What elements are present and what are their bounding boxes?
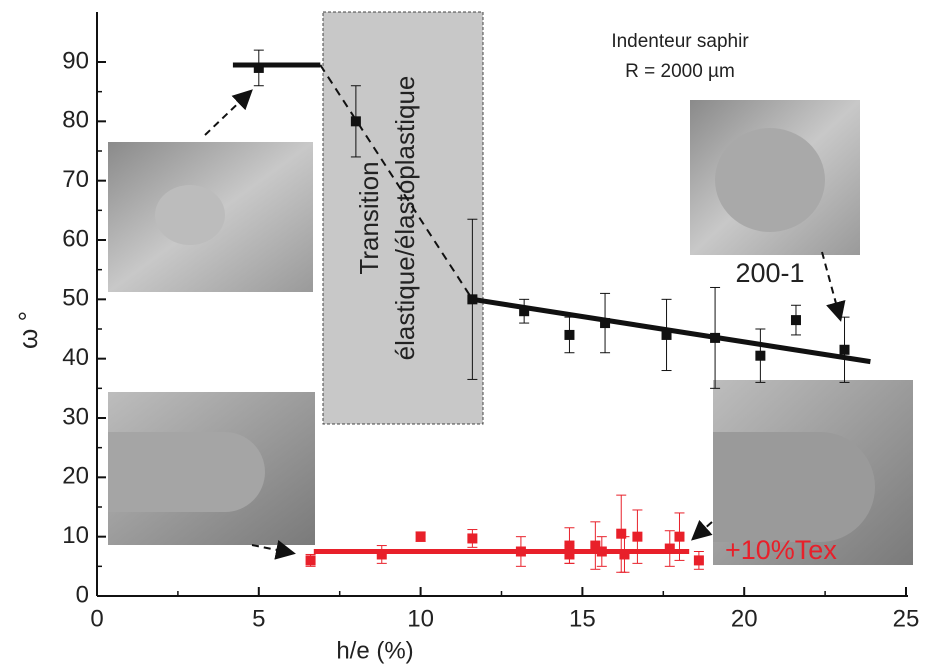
x-axis-label: h/e (%) bbox=[336, 637, 413, 664]
inset-imprint bbox=[155, 185, 225, 245]
y-tick-label: 50 bbox=[62, 285, 89, 312]
y-tick-label: 20 bbox=[62, 463, 89, 490]
point bbox=[755, 350, 766, 361]
series-label: +10%Tex bbox=[725, 535, 837, 565]
fit-line bbox=[319, 64, 474, 300]
point bbox=[632, 531, 643, 542]
point bbox=[616, 528, 627, 539]
x-tick-label: 0 bbox=[90, 605, 103, 632]
transition-box bbox=[322, 11, 484, 425]
x-tick-label: 15 bbox=[569, 605, 596, 632]
y-tick-label: 60 bbox=[62, 225, 89, 252]
point bbox=[415, 531, 426, 542]
arrows bbox=[204, 89, 846, 560]
point bbox=[376, 549, 387, 560]
arrow bbox=[251, 540, 296, 560]
inset-imprint bbox=[108, 432, 265, 512]
transition-group: Transition élastique/élastoplastique bbox=[354, 76, 420, 361]
x-tick-label: 10 bbox=[407, 605, 434, 632]
y-tick-label: 0 bbox=[76, 581, 89, 608]
arrow bbox=[821, 251, 846, 322]
point bbox=[674, 531, 685, 542]
inset-imprint bbox=[715, 128, 825, 232]
arrow bbox=[691, 519, 713, 541]
point bbox=[564, 540, 575, 551]
point bbox=[253, 62, 264, 73]
point bbox=[564, 329, 575, 340]
point bbox=[467, 294, 478, 305]
point bbox=[350, 116, 361, 127]
point bbox=[619, 549, 630, 560]
point bbox=[664, 543, 675, 554]
x-tick-label: 25 bbox=[893, 605, 920, 632]
point bbox=[519, 306, 530, 317]
y-tick-label: 90 bbox=[62, 47, 89, 74]
y-tick-label: 80 bbox=[62, 107, 89, 134]
point bbox=[839, 344, 850, 355]
x-tick-label: 5 bbox=[252, 605, 265, 632]
point bbox=[305, 555, 316, 566]
point bbox=[467, 533, 478, 544]
arrow bbox=[204, 89, 253, 136]
point bbox=[600, 318, 611, 329]
point bbox=[790, 315, 801, 326]
y-tick-label: 40 bbox=[62, 344, 89, 371]
y-tick-label: 70 bbox=[62, 166, 89, 193]
y-axis-label: ω ° bbox=[13, 311, 43, 349]
inset-imprint bbox=[713, 432, 875, 542]
x-tick-label: 20 bbox=[731, 605, 758, 632]
point bbox=[661, 329, 672, 340]
y-tick-label: 30 bbox=[62, 403, 89, 430]
point bbox=[693, 555, 704, 566]
point bbox=[710, 332, 721, 343]
series-label: 200-1 bbox=[735, 258, 804, 288]
point bbox=[596, 546, 607, 557]
annotation: R = 2000 µm bbox=[625, 61, 735, 82]
y-tick-label: 10 bbox=[62, 522, 89, 549]
point bbox=[515, 546, 526, 557]
annotation: Indenteur saphir bbox=[611, 31, 749, 52]
transition-text: Transition bbox=[354, 161, 384, 274]
point bbox=[590, 540, 601, 551]
transition-text: élastique/élastoplastique bbox=[390, 76, 420, 361]
